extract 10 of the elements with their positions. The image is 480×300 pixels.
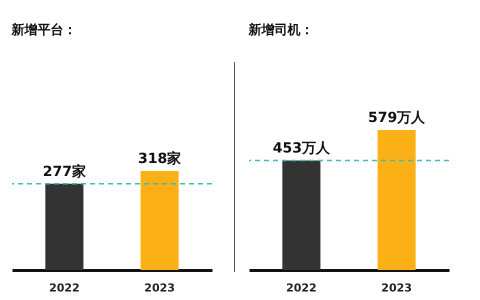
data-label: 318家 [138, 150, 182, 167]
x-tick-label: 2023 [144, 282, 175, 294]
chart-title: 新增司机： [247, 22, 314, 38]
x-tick-label: 2022 [49, 282, 80, 294]
chart-title: 新增平台： [10, 22, 76, 38]
data-label: 579万人 [368, 110, 426, 126]
x-tick-label: 2023 [381, 282, 412, 294]
x-tick-label: 2022 [286, 282, 317, 294]
data-label: 453万人 [272, 140, 331, 156]
data-label: 277家 [42, 162, 86, 180]
